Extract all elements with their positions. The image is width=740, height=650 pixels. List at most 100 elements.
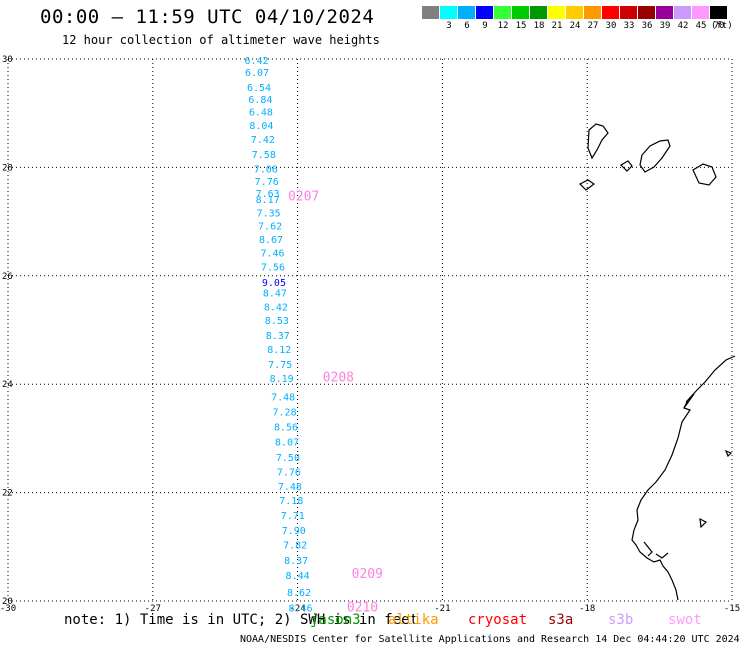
legend-label: 45 <box>695 21 707 31</box>
island-hierro <box>578 179 596 191</box>
lon-tick-label: -21 <box>434 604 450 614</box>
wave-height-value: 8.46 <box>288 604 312 615</box>
legend-label: 18 <box>533 21 545 31</box>
lon-tick-label: -27 <box>145 604 161 614</box>
legend-swatch <box>530 6 548 19</box>
legend-swatch <box>584 6 602 19</box>
legend-label: 15 <box>515 21 527 31</box>
wave-height-value: 7.06 <box>254 164 278 175</box>
wave-height-value: 8.67 <box>259 235 283 246</box>
legend-label: 24 <box>569 21 581 31</box>
african-coastline <box>631 355 736 601</box>
legend-label: 70 <box>713 21 725 31</box>
island-tenerife <box>639 139 671 173</box>
legend-label: 27 <box>587 21 599 31</box>
satellite-label-cryosat: cryosat <box>468 612 528 628</box>
wave-height-value: 8.04 <box>249 121 273 132</box>
wave-height-value: 8.37 <box>284 556 308 567</box>
wave-height-value: 7.42 <box>251 135 275 146</box>
legend-swatch <box>566 6 584 19</box>
coastline <box>578 123 736 601</box>
wave-height-value: 7.48 <box>278 482 302 493</box>
wave-height-value: 7.76 <box>255 177 279 188</box>
wave-height-value: 7.63 <box>256 189 280 200</box>
wave-height-value: 8.17 <box>256 195 280 206</box>
lon-tick-label: -18 <box>579 604 595 614</box>
wave-height-value: 6.84 <box>248 95 272 106</box>
color-scale-unit: (ft) <box>711 21 733 31</box>
wave-height-value: 6.54 <box>247 83 271 94</box>
credit-line: NOAA/NESDIS Center for Satellite Applica… <box>240 634 740 645</box>
island-la-palma <box>587 123 609 160</box>
wave-height-value: 8.44 <box>286 571 310 582</box>
legend-swatch <box>710 6 728 19</box>
legend-swatch <box>476 6 494 19</box>
legend-swatch <box>602 6 620 19</box>
wave-height-value: 9.05 <box>262 278 286 289</box>
legend-label: 6 <box>464 21 470 31</box>
satellite-label-jason3: jason3 <box>310 612 361 628</box>
wave-height-value: 6.42 <box>245 56 269 67</box>
satellite-label-s3b: s3b <box>608 612 634 628</box>
wave-height-value: 8.19 <box>270 374 294 385</box>
pass-time-label: 0209 <box>352 567 383 582</box>
legend-label: 33 <box>623 21 635 31</box>
cape-verde-coast <box>655 552 669 559</box>
legend-swatch <box>638 6 656 19</box>
pass-time-label: 0208 <box>323 371 354 386</box>
lat-tick-label: 22 <box>2 489 13 499</box>
footer-note: note: 1) Time is in UTC; 2) SWH is in fe… <box>64 612 419 628</box>
wave-height-value: 7.18 <box>279 496 303 507</box>
legend-swatch <box>692 6 710 19</box>
legend-label: 36 <box>641 21 653 31</box>
legend-swatch <box>620 6 638 19</box>
wave-height-observations: 6.426.07 6.546.84 6.48 8.04 7.42 7.58 7.06 7.76… <box>245 56 313 614</box>
color-scale-labels: 3 6 9 12 15 18 21 24 27 30 33 36 39 42 45 70 <box>422 21 728 31</box>
page-subtitle: 12 hour collection of altimeter wave hei… <box>62 33 380 47</box>
legend-label: 9 <box>482 21 488 31</box>
wave-height-value: 7.58 <box>252 150 276 161</box>
lat-tick-label: 28 <box>2 163 13 173</box>
wave-height-value: 8.42 <box>264 303 288 314</box>
island-gomera <box>620 160 633 172</box>
pass-time-label: 0210 <box>347 600 378 615</box>
cape-blanc <box>683 393 695 409</box>
wave-height-value: 8.53 <box>265 316 289 327</box>
lon-tick-label: -24 <box>289 604 305 614</box>
wave-height-value: 7.50 <box>276 453 300 464</box>
pass-time-labels: 0207 0208 0209 0210 <box>288 190 383 616</box>
wave-height-value: 7.46 <box>260 248 284 259</box>
wave-height-value: 8.56 <box>274 422 298 433</box>
legend-label: 39 <box>659 21 671 31</box>
wave-height-value: 7.75 <box>268 360 292 371</box>
wave-height-value: 7.71 <box>281 511 305 522</box>
page-title: 00:00 – 11:59 UTC 04/10/2024 <box>40 6 375 28</box>
legend-swatch <box>512 6 530 19</box>
wave-height-value: 8.62 <box>287 588 311 599</box>
lat-tick-label: 26 <box>2 272 13 282</box>
island-gran-canaria <box>692 163 717 186</box>
legend-label: 3 <box>446 21 452 31</box>
wave-height-value: 7.76 <box>277 467 301 478</box>
wave-height-value: 7.90 <box>282 526 306 537</box>
legend-swatch <box>458 6 476 19</box>
coastal-islet <box>724 449 733 458</box>
satellite-label-swot: swot <box>668 612 702 628</box>
banc-arguin <box>643 541 653 557</box>
wave-height-value: 7.35 <box>257 208 281 219</box>
legend-label: 30 <box>605 21 617 31</box>
legend-swatch <box>548 6 566 19</box>
wave-height-value: 8.07 <box>275 438 299 449</box>
wave-height-value: 8.37 <box>266 331 290 342</box>
wave-height-value: 7.82 <box>283 541 307 552</box>
legend-swatch <box>422 6 440 19</box>
color-scale-legend <box>422 6 728 19</box>
legend-swatch <box>674 6 692 19</box>
wave-height-value: 6.07 <box>245 68 269 79</box>
pass-time-label: 0207 <box>288 190 319 205</box>
lon-tick-label: -15 <box>724 604 740 614</box>
wave-height-value: 7.28 <box>273 407 297 418</box>
axis-tick-labels: -30 -27 -24 -21 -18 -15 30 28 26 24 22 20 <box>0 55 740 614</box>
legend-swatch <box>440 6 458 19</box>
